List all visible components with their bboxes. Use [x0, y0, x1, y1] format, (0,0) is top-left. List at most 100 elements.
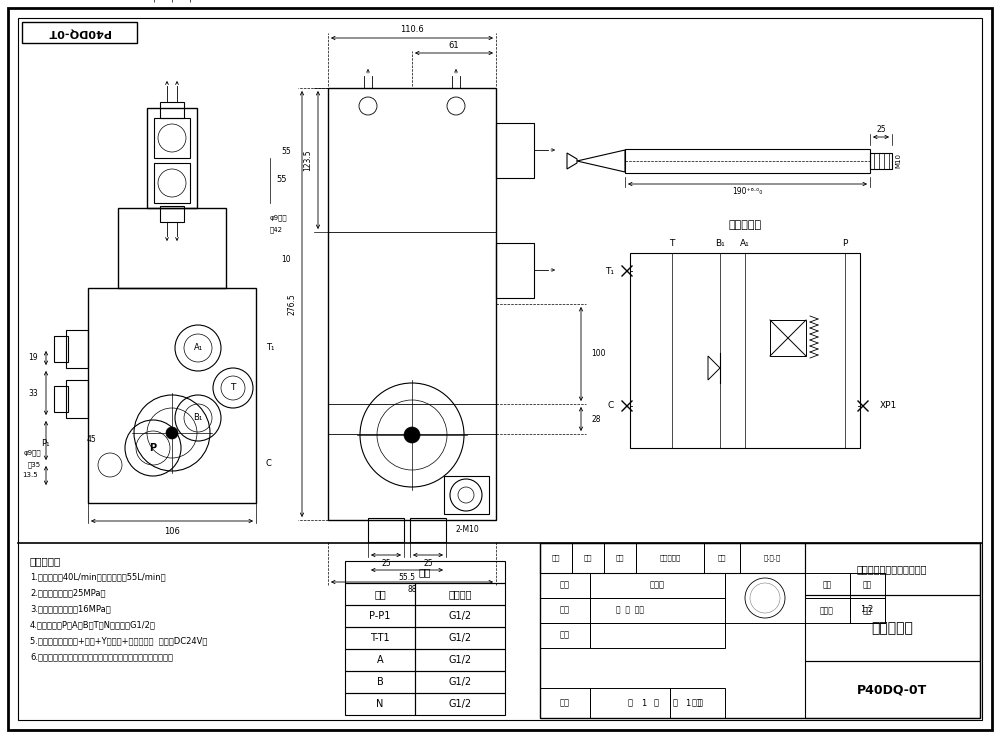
Bar	[740, 543, 805, 573]
Circle shape	[166, 427, 178, 439]
Bar	[345, 649, 415, 671]
Text: T₁: T₁	[266, 343, 274, 353]
Text: 液压原理图: 液压原理图	[728, 220, 762, 230]
Text: C: C	[608, 401, 614, 410]
Text: 标准化: 标准化	[650, 581, 664, 590]
Bar	[415, 649, 505, 671]
Bar	[540, 688, 590, 718]
Bar	[540, 543, 572, 573]
Text: M10: M10	[895, 154, 901, 168]
Bar	[805, 543, 980, 595]
Bar	[870, 153, 892, 169]
Text: 校对: 校对	[560, 605, 570, 615]
Text: 批准: 批准	[692, 698, 702, 708]
Text: A: A	[377, 655, 383, 665]
Text: 第: 第	[672, 698, 678, 708]
Bar	[805, 573, 850, 598]
Text: 45: 45	[86, 435, 96, 444]
Bar	[540, 543, 805, 573]
Text: 4.油口尺寸：P、A、B、T、N油口均为G1/2；: 4.油口尺寸：P、A、B、T、N油口均为G1/2；	[30, 620, 156, 629]
Text: P₁: P₁	[42, 438, 50, 447]
Text: N: N	[376, 699, 384, 709]
Text: 55: 55	[276, 176, 287, 184]
Text: A₁: A₁	[740, 238, 750, 247]
Text: 技术要求：: 技术要求：	[30, 556, 61, 566]
Text: 276.5: 276.5	[288, 293, 296, 315]
Bar	[805, 598, 850, 623]
Bar	[345, 605, 415, 627]
Text: 106: 106	[164, 526, 180, 536]
Text: 重量: 重量	[822, 581, 832, 590]
Bar	[540, 623, 590, 648]
Bar	[345, 627, 415, 649]
Bar	[54, 386, 68, 412]
Bar	[625, 149, 870, 173]
Bar	[415, 627, 505, 649]
Text: 设计: 设计	[560, 581, 570, 590]
Bar	[496, 243, 534, 298]
Text: 阶  段  标记: 阶 段 标记	[616, 605, 644, 615]
Text: XP1: XP1	[880, 401, 897, 410]
Bar	[345, 693, 415, 715]
Bar	[540, 598, 590, 623]
Text: P40DQ-0T: P40DQ-0T	[857, 683, 927, 697]
Text: 33: 33	[28, 388, 38, 398]
Text: 螺纹规格: 螺纹规格	[448, 589, 472, 599]
Bar	[850, 598, 885, 623]
Text: 19: 19	[28, 354, 38, 362]
Bar	[805, 661, 980, 718]
Text: 2-M10: 2-M10	[456, 525, 480, 534]
Text: 61: 61	[449, 41, 459, 49]
Bar	[415, 605, 505, 627]
Text: B₁: B₁	[715, 238, 725, 247]
Text: φ9通孔: φ9通孔	[270, 215, 288, 221]
Text: T₁: T₁	[605, 266, 614, 275]
Text: 高35: 高35	[28, 462, 41, 469]
Bar	[590, 623, 725, 648]
Text: G1/2: G1/2	[448, 655, 472, 665]
Bar	[410, 518, 446, 542]
Text: 工艺: 工艺	[560, 698, 570, 708]
Text: C: C	[266, 458, 272, 467]
Bar	[147, 108, 197, 208]
Bar	[154, 118, 190, 158]
Bar	[540, 543, 980, 718]
Text: 190⁺⁶·⁰₀: 190⁺⁶·⁰₀	[732, 187, 762, 196]
Bar	[154, 163, 190, 203]
Text: G1/2: G1/2	[448, 633, 472, 643]
Text: T: T	[230, 384, 236, 393]
Text: T-T1: T-T1	[370, 633, 390, 643]
Text: G1/2: G1/2	[448, 699, 472, 709]
Bar	[160, 206, 184, 222]
Bar	[54, 336, 68, 362]
Circle shape	[404, 427, 420, 443]
Text: 版本号: 版本号	[820, 607, 834, 615]
Text: 110.6: 110.6	[400, 26, 424, 35]
Bar	[704, 543, 740, 573]
Text: 25: 25	[381, 559, 391, 568]
Text: 阀体: 阀体	[419, 567, 431, 577]
Text: 123.5: 123.5	[304, 149, 312, 170]
Text: 接口: 接口	[374, 589, 386, 599]
Text: G1/2: G1/2	[448, 677, 472, 687]
Bar	[444, 476, 489, 514]
Text: 25: 25	[423, 559, 433, 568]
Bar	[328, 88, 496, 520]
Bar	[572, 543, 604, 573]
Text: G1/2: G1/2	[448, 611, 472, 621]
Bar	[496, 123, 534, 178]
Bar	[850, 598, 885, 623]
Text: 3.安全阀调定压力：16MPa；: 3.安全阀调定压力：16MPa；	[30, 604, 111, 613]
Bar	[590, 598, 725, 623]
Text: 1: 1	[641, 698, 647, 708]
Text: 张: 张	[654, 698, 658, 708]
Text: 分区: 分区	[616, 555, 624, 562]
Text: B: B	[377, 677, 383, 687]
Text: P-P1: P-P1	[369, 611, 391, 621]
Text: 10: 10	[281, 255, 291, 264]
Text: 1.额定流量：40L/min，最大流量：55L/min；: 1.额定流量：40L/min，最大流量：55L/min；	[30, 572, 166, 581]
Bar	[22, 22, 137, 43]
Text: 高42: 高42	[270, 227, 283, 233]
Text: 张: 张	[698, 698, 702, 708]
Bar	[636, 543, 704, 573]
